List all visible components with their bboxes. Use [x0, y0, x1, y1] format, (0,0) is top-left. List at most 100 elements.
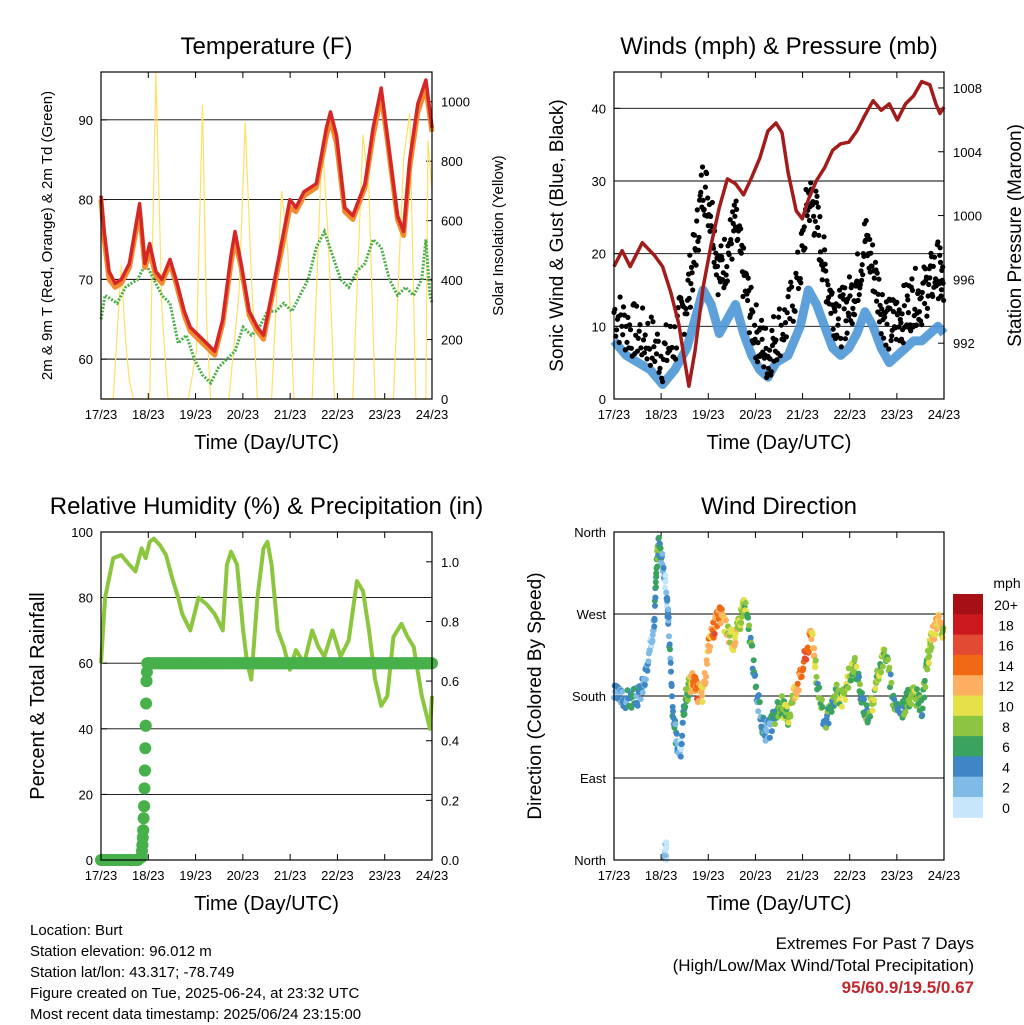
series-gust [611, 164, 947, 385]
gust-point [695, 238, 701, 244]
direction-point [908, 701, 915, 708]
direction-point [699, 692, 706, 699]
gust-point [883, 342, 889, 348]
direction-point [811, 652, 818, 659]
direction-point [902, 708, 909, 715]
direction-point [657, 545, 664, 552]
gust-point [627, 327, 634, 333]
gust-point [637, 322, 643, 328]
direction-point [932, 631, 939, 638]
gust-point [789, 284, 795, 290]
panel-2: Winds (mph) & Pressure (mb) 17/23 18/23 19/… [547, 33, 1024, 454]
direction-point [881, 646, 888, 653]
colorbar-swatch [953, 736, 983, 757]
gust-point [797, 276, 803, 282]
x-tick-label: 24/23 [416, 407, 449, 422]
gust-point [711, 259, 717, 265]
gust-point [647, 346, 653, 352]
direction-point [669, 693, 675, 700]
series-temp-2m [99, 78, 434, 353]
direction-point [878, 669, 885, 676]
gust-point [740, 293, 746, 300]
gust-point [884, 321, 890, 327]
gust-point [730, 209, 736, 215]
gust-point [754, 359, 761, 365]
direction-point [742, 599, 749, 606]
gust-point [901, 303, 908, 309]
gust-point [752, 336, 758, 342]
gust-point [776, 306, 783, 312]
colorbar-label: 14 [998, 658, 1014, 674]
direction-point [665, 606, 672, 613]
gust-point [876, 276, 882, 282]
y-right-tick-label: 1000 [441, 95, 470, 110]
y-tick-label: 30 [592, 174, 606, 189]
gust-point [915, 288, 921, 294]
x-tick-label: 20/23 [227, 407, 260, 422]
gust-point [825, 282, 831, 288]
direction-point [872, 685, 879, 692]
gust-point [767, 347, 773, 353]
gust-point [771, 314, 777, 320]
gust-point [806, 217, 813, 224]
direction-point [772, 721, 778, 728]
gust-point [651, 344, 657, 350]
direction-point [779, 693, 785, 700]
gust-point [753, 302, 759, 308]
direction-point [871, 697, 878, 704]
gust-point [731, 202, 737, 208]
gust-point [612, 306, 618, 312]
figure-created: Figure created on Tue, 2025-06-24, at 23… [30, 985, 360, 1002]
gust-point [832, 308, 838, 314]
gust-point [627, 322, 633, 328]
y-right-axis-label: Station Pressure (Maroon) [1005, 124, 1024, 347]
plot-frame [100, 531, 433, 861]
colorbar-swatch [953, 594, 983, 615]
gust-point [899, 311, 905, 317]
gust-point [793, 270, 799, 276]
direction-point [634, 702, 641, 709]
gust-point [819, 277, 825, 283]
direction-point [678, 746, 685, 752]
colorbar-swatch [953, 797, 983, 818]
colorbar-swatch [953, 634, 983, 656]
extremes-values: 95/60.9/19.5/0.67 [841, 978, 974, 997]
gust-point [689, 270, 695, 276]
gust-point [798, 280, 804, 286]
y-right-tick-label: 0.0 [441, 853, 459, 868]
gust-point [843, 318, 849, 324]
gust-point [909, 287, 916, 293]
direction-point [644, 667, 651, 674]
colorbar-label: 4 [1002, 759, 1010, 775]
colorbar-label: 2 [1002, 780, 1010, 796]
x-tick-label: 22/23 [321, 407, 354, 422]
gust-point [698, 172, 704, 178]
gust-point [783, 334, 790, 340]
gust-point [650, 319, 656, 325]
gust-point [919, 289, 925, 296]
gust-point [735, 236, 741, 242]
gust-point [699, 164, 706, 170]
gust-point [926, 281, 932, 288]
direction-point [662, 578, 669, 585]
direction-point [652, 579, 659, 586]
gust-point [871, 275, 877, 281]
x-tick-label: 20/23 [739, 868, 772, 883]
gust-point [787, 316, 793, 322]
speed-colorbar: mph 20+ 18 16 14 12 10 8 6 4 2 0 [953, 575, 1021, 818]
gust-point [750, 309, 756, 315]
direction-point [662, 846, 669, 853]
gust-point [846, 313, 852, 319]
direction-point [642, 676, 649, 683]
precip-point [139, 719, 152, 732]
y-tick-label: West [577, 607, 607, 622]
x-tick-label: 18/23 [132, 868, 165, 883]
gust-point [675, 305, 681, 311]
x-tick-label: 17/23 [598, 868, 631, 883]
gust-point [878, 331, 884, 337]
gust-point [896, 324, 902, 330]
precip-point [138, 764, 151, 777]
colorbar-title: mph [993, 575, 1020, 591]
x-tick-label: 20/23 [739, 407, 772, 422]
y-right-tick-label: 1.0 [441, 555, 459, 570]
